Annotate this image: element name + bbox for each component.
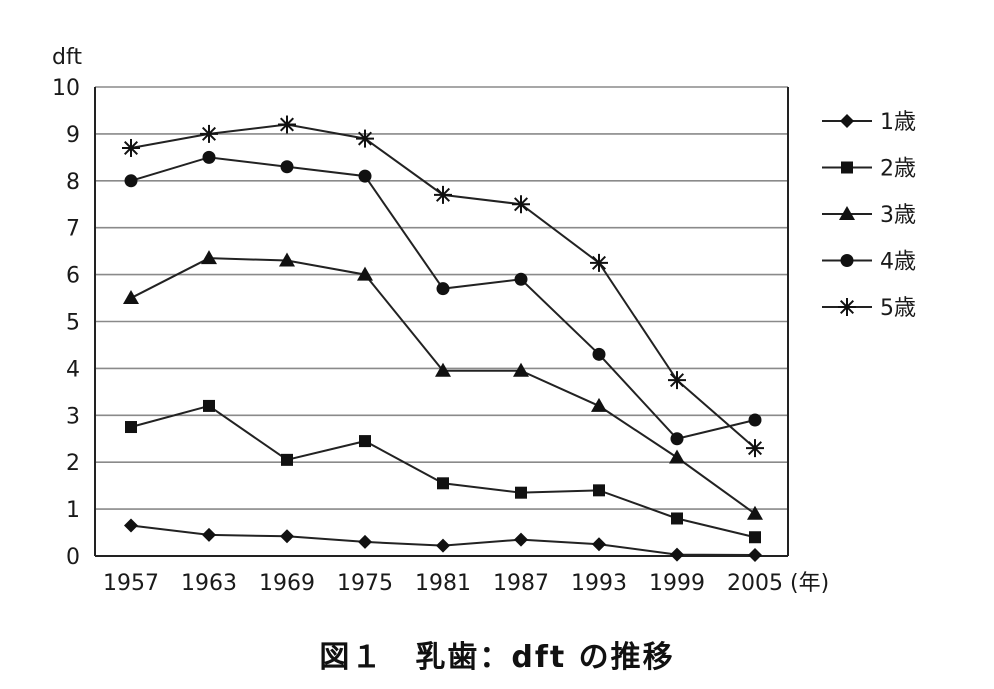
data-point [592, 537, 606, 552]
data-point [200, 124, 218, 143]
y-tick-label: 9 [66, 123, 80, 148]
series-5 [122, 115, 764, 458]
y-tick-label: 4 [66, 357, 80, 382]
data-point [201, 250, 217, 265]
data-point [512, 195, 530, 214]
y-tick-label: 3 [66, 404, 80, 429]
data-point [202, 150, 216, 164]
data-point [593, 484, 605, 497]
y-tick-label: 1 [66, 498, 80, 523]
legend-item: 1歳 [822, 110, 916, 135]
data-point [435, 362, 451, 377]
y-tick-label: 5 [66, 311, 80, 336]
data-point [202, 527, 216, 542]
x-tick-label: 1957 [103, 571, 159, 596]
data-point [124, 174, 138, 188]
x-tick-label: 1987 [493, 571, 549, 596]
legend-label: 2歳 [880, 157, 916, 182]
data-point [669, 449, 685, 464]
y-tick-label: 8 [66, 170, 80, 195]
data-point [281, 453, 293, 466]
data-point [125, 421, 137, 434]
data-point [436, 538, 450, 553]
data-point [203, 399, 215, 412]
data-point [124, 518, 138, 533]
figure-caption: 図１ 乳歯：dft の推移 [319, 640, 675, 675]
y-tick-label: 0 [66, 545, 80, 570]
x-axis-unit: (年) [790, 571, 829, 596]
data-point [671, 512, 683, 525]
data-point [841, 161, 853, 174]
data-point [670, 432, 684, 446]
data-point [515, 486, 527, 499]
data-point [590, 253, 608, 272]
y-tick-label: 2 [66, 451, 80, 476]
data-point [280, 160, 294, 174]
data-point [278, 115, 296, 134]
data-point [591, 397, 607, 412]
series-1 [124, 518, 762, 563]
data-point [357, 266, 373, 281]
data-point [514, 272, 528, 286]
data-point [840, 114, 854, 128]
x-tick-label: 1981 [415, 571, 471, 596]
data-point [668, 371, 686, 390]
legend-item: 2歳 [822, 157, 916, 182]
y-tick-labels: 0 1 2 3 4 5 6 7 8 9 10 [52, 76, 80, 570]
series-line [130, 404, 756, 539]
data-point [513, 362, 529, 377]
data-point [279, 252, 295, 267]
series-group [122, 115, 764, 563]
data-point [839, 206, 855, 220]
legend-label: 3歳 [880, 203, 916, 228]
legend: 1歳 2歳 3歳 4歳 5歳 [822, 110, 916, 321]
x-tick-label: 2005 [727, 571, 783, 596]
x-tick-label: 1993 [571, 571, 627, 596]
data-point [358, 534, 372, 549]
legend-item: 3歳 [822, 203, 916, 228]
data-point [838, 298, 856, 316]
data-point [437, 477, 449, 490]
legend-label: 4歳 [880, 250, 916, 275]
data-point [748, 548, 762, 563]
data-point [280, 529, 294, 544]
data-point [746, 439, 764, 458]
data-point [592, 347, 606, 361]
y-tick-label: 6 [66, 264, 80, 289]
x-tick-label: 1975 [337, 571, 393, 596]
x-tick-labels: 1957 1963 1969 1975 1981 1987 1993 1999 2005 [103, 571, 783, 596]
data-point [356, 129, 374, 148]
x-tick-label: 1969 [259, 571, 315, 596]
data-point [123, 290, 139, 305]
data-point [670, 547, 684, 562]
data-point [748, 413, 762, 427]
y-tick-label: 7 [66, 217, 80, 242]
data-point [434, 185, 452, 204]
y-tick-label: 10 [52, 76, 80, 101]
series-3 [123, 250, 763, 520]
series-line [130, 257, 756, 515]
data-point [840, 254, 854, 267]
data-point [749, 531, 761, 544]
series-2 [125, 399, 761, 544]
data-point [122, 138, 140, 157]
legend-label: 1歳 [880, 110, 916, 135]
legend-item: 4歳 [822, 250, 916, 275]
legend-label: 5歳 [880, 296, 916, 321]
legend-item: 5歳 [822, 296, 916, 321]
data-point [436, 282, 450, 296]
series-4 [124, 150, 762, 446]
data-point [358, 169, 372, 183]
y-axis-label: dft [52, 45, 82, 70]
x-tick-label: 1963 [181, 571, 237, 596]
data-point [747, 505, 763, 520]
x-tick-label: 1999 [649, 571, 705, 596]
data-point [514, 532, 528, 547]
data-point [359, 435, 371, 448]
